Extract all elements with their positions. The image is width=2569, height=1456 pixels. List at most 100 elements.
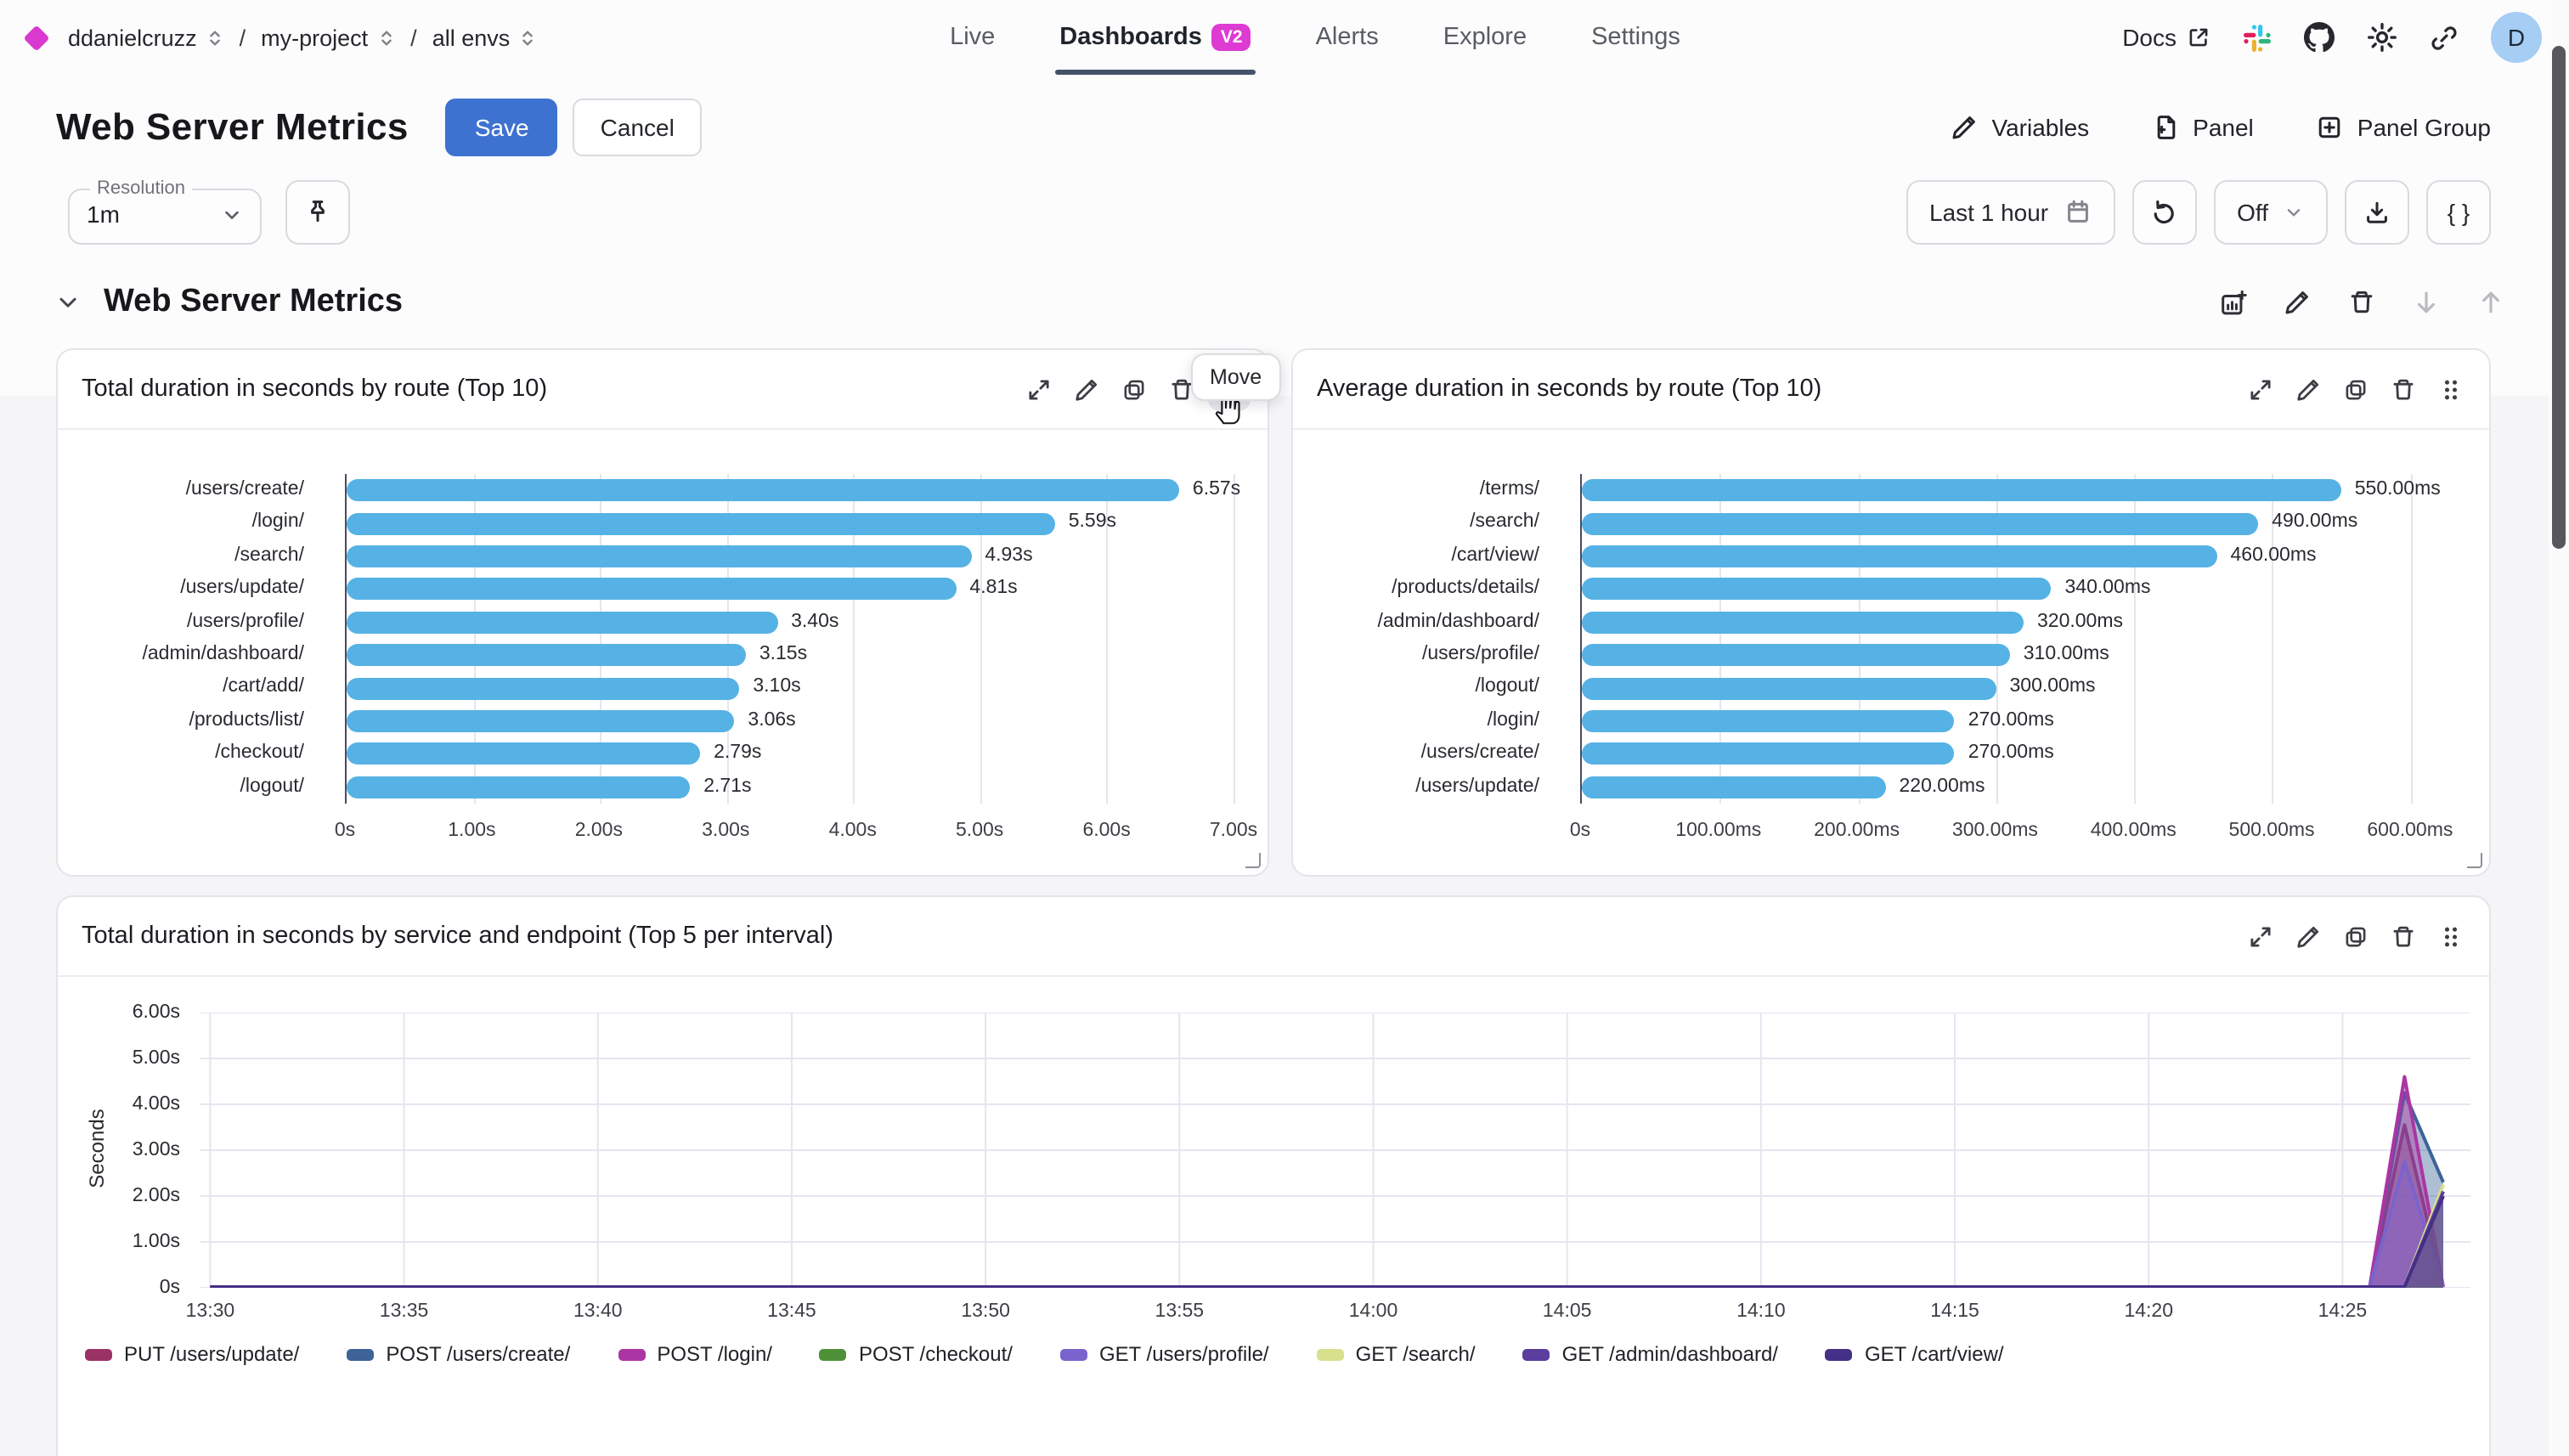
- category-label: /terms/: [1479, 479, 1539, 499]
- theme-toggle-sun-icon[interactable]: [2367, 22, 2397, 53]
- bar: [347, 512, 1055, 535]
- bar-value-label: 2.79s: [714, 742, 762, 764]
- legend-label: POST /checkout/: [858, 1342, 1013, 1366]
- duplicate-panel-button[interactable]: [2335, 368, 2377, 410]
- category-label: /users/create/: [1420, 742, 1539, 764]
- panel-group-label: Panel Group: [2357, 114, 2491, 141]
- time-range-button[interactable]: Last 1 hour: [1906, 180, 2115, 245]
- legend-label: GET /admin/dashboard/: [1561, 1342, 1778, 1366]
- expand-panel-button[interactable]: [1018, 368, 1060, 410]
- tab-dashboards[interactable]: Dashboards V2: [1054, 0, 1256, 75]
- breadcrumb-item[interactable]: all envs: [432, 25, 538, 50]
- pin-button[interactable]: [285, 180, 350, 245]
- cancel-button[interactable]: Cancel: [573, 99, 702, 156]
- bar-row: 460.00ms: [1582, 540, 2465, 573]
- tab-explore[interactable]: Explore: [1443, 0, 1527, 75]
- breadcrumb-item[interactable]: my-project: [261, 25, 395, 50]
- bar-value-label: 310.00ms: [2023, 644, 2109, 664]
- bar-row: 2.79s: [347, 737, 1244, 770]
- edit-group-button[interactable]: [2275, 280, 2319, 324]
- bar: [1582, 578, 2052, 601]
- variables-button[interactable]: Variables: [1951, 114, 2089, 141]
- download-button[interactable]: [2345, 180, 2409, 245]
- legend-item[interactable]: GET /cart/view/: [1825, 1342, 2004, 1366]
- legend-item[interactable]: GET /admin/dashboard/: [1522, 1342, 1778, 1366]
- avatar[interactable]: D: [2491, 12, 2542, 63]
- delete-group-button[interactable]: [2340, 280, 2384, 324]
- move-group-up-button[interactable]: [2469, 280, 2513, 324]
- gridline: [600, 474, 602, 804]
- delete-panel-button[interactable]: [2382, 368, 2425, 410]
- drag-panel-handle[interactable]: [2430, 915, 2472, 957]
- duplicate-panel-button[interactable]: [2335, 915, 2377, 957]
- bar-value-label: 460.00ms: [2230, 545, 2317, 566]
- legend-item[interactable]: POST /checkout/: [819, 1342, 1013, 1366]
- refresh-button[interactable]: [2131, 180, 2197, 245]
- category-label: /products/details/: [1392, 578, 1539, 599]
- bar-value-label: 3.10s: [753, 676, 801, 697]
- scrollbar-thumb[interactable]: [2552, 46, 2566, 549]
- drag-panel-handle[interactable]: [2430, 368, 2472, 410]
- duplicate-panel-button[interactable]: [1113, 368, 1155, 410]
- tab-alerts[interactable]: Alerts: [1316, 0, 1379, 75]
- legend-item[interactable]: GET /users/profile/: [1059, 1342, 1269, 1366]
- bar: [347, 578, 957, 601]
- expand-panel-button[interactable]: [2239, 368, 2282, 410]
- bar-row: 320.00ms: [1582, 606, 2465, 639]
- tab-settings[interactable]: Settings: [1591, 0, 1680, 75]
- github-icon[interactable]: [2304, 22, 2335, 53]
- delete-panel-button[interactable]: [2382, 915, 2425, 957]
- category-label: /cart/view/: [1451, 545, 1539, 566]
- panel-average-duration-by-route: Average duration in seconds by route (To…: [1291, 348, 2491, 877]
- gridline: [726, 474, 729, 804]
- brand-logo-icon[interactable]: [23, 24, 50, 51]
- bar-row: 3.06s: [347, 705, 1244, 738]
- legend-item[interactable]: POST /users/create/: [347, 1342, 570, 1366]
- page-title: Web Server Metrics: [56, 105, 409, 148]
- edit-panel-button[interactable]: [2287, 368, 2329, 410]
- breadcrumb-item[interactable]: ddanielcruzz: [68, 25, 224, 50]
- bar: [347, 677, 740, 700]
- tab-label: Settings: [1591, 24, 1680, 51]
- area-chart-plot: [200, 1012, 2470, 1289]
- legend-swatch: [618, 1348, 646, 1360]
- docs-link[interactable]: Docs: [2122, 24, 2210, 51]
- expand-panel-button[interactable]: [2239, 915, 2282, 957]
- legend-swatch: [85, 1348, 112, 1360]
- category-label: /users/update/: [180, 578, 304, 599]
- x-tick-label: 13:35: [379, 1301, 429, 1322]
- edit-panel-button[interactable]: [1065, 368, 1108, 410]
- bar-value-label: 340.00ms: [2064, 578, 2151, 599]
- toolbar: Resolution 1m Last 1 hour Off: [0, 178, 2569, 245]
- y-axis-ticks: 0s 1.00s 2.00s 3.00s 4.00s 5.00s 6.00s: [58, 1002, 180, 1298]
- collapse-chevron-icon[interactable]: [56, 291, 80, 314]
- edit-panel-button[interactable]: [2287, 915, 2329, 957]
- legend-item[interactable]: POST /login/: [618, 1342, 772, 1366]
- move-group-down-button[interactable]: [2404, 280, 2448, 324]
- resize-handle[interactable]: [1245, 853, 1261, 868]
- bar: [1582, 545, 2217, 567]
- json-editor-button[interactable]: { }: [2426, 180, 2491, 245]
- auto-refresh-select[interactable]: Off: [2213, 180, 2328, 245]
- add-panel-button[interactable]: Panel: [2152, 114, 2254, 141]
- add-panel-group-button[interactable]: Panel Group: [2317, 114, 2491, 141]
- scrollbar-track[interactable]: [2549, 0, 2569, 1456]
- gridline: [980, 474, 982, 804]
- x-tick-label: 2.00s: [574, 821, 623, 841]
- external-link-icon: [2187, 25, 2210, 49]
- legend-item[interactable]: GET /search/: [1316, 1342, 1476, 1366]
- legend-label: PUT /users/update/: [124, 1342, 300, 1366]
- legend-item[interactable]: PUT /users/update/: [85, 1342, 299, 1366]
- legend-swatch: [1825, 1348, 1853, 1360]
- resolution-select[interactable]: Resolution 1m: [68, 178, 262, 245]
- tab-live[interactable]: Live: [950, 0, 995, 75]
- add-chart-button[interactable]: [2210, 280, 2255, 324]
- nav-tabs: Live Dashboards V2 Alerts Explore Settings: [61, 0, 2569, 75]
- slack-icon[interactable]: [2243, 23, 2272, 52]
- legend-swatch: [347, 1348, 375, 1360]
- resize-handle[interactable]: [2467, 853, 2482, 868]
- resolution-value: 1m: [87, 200, 120, 228]
- share-link-icon[interactable]: [2430, 23, 2459, 52]
- bar: [347, 644, 746, 667]
- save-button[interactable]: Save: [445, 99, 558, 156]
